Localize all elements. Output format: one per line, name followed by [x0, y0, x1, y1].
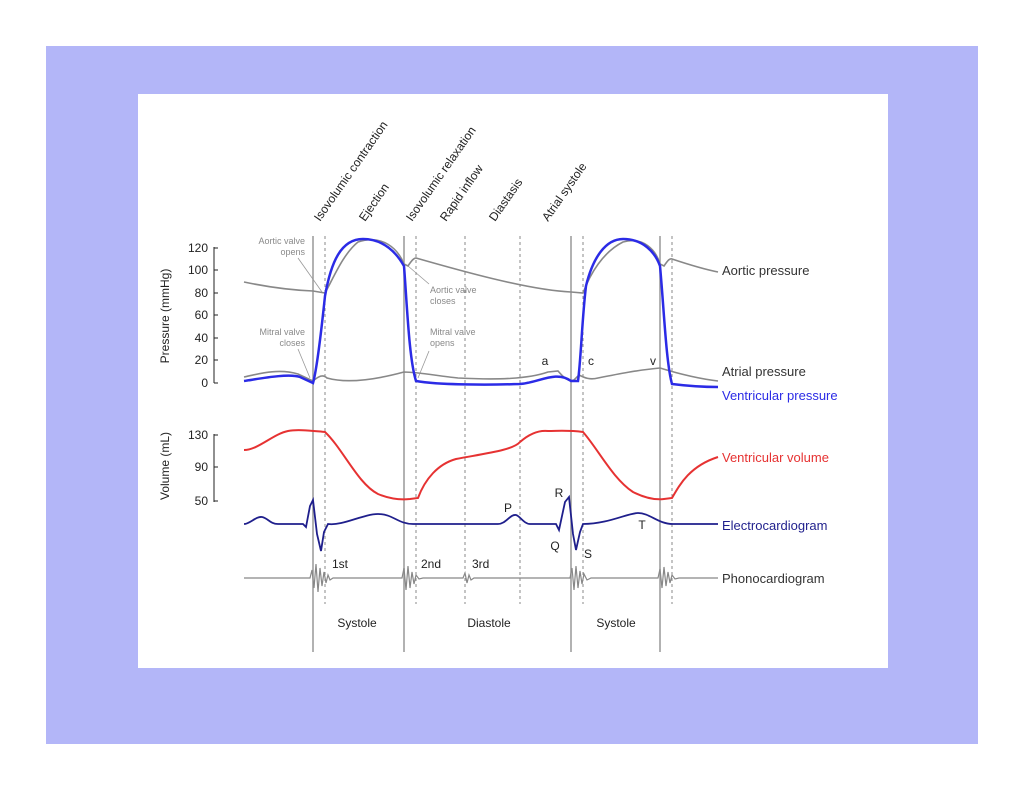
heart-sound-2nd: 2nd — [421, 557, 441, 571]
period-labels: Systole Diastole Systole — [337, 616, 636, 630]
trace-labels: Aortic pressure Atrial pressure Ventricu… — [722, 263, 838, 586]
wiggers-diagram: Isovolumic contraction Ejection Isovolum… — [158, 118, 838, 652]
tick-label: 20 — [195, 353, 209, 367]
volume-axis-title: Volume (mL) — [158, 432, 172, 500]
annotation-aortic-closes-2: closes — [430, 296, 456, 306]
wave-label-c: c — [588, 354, 594, 368]
wave-labels: a c v P R Q S T — [504, 354, 656, 561]
label-electrocardiogram: Electrocardiogram — [722, 518, 828, 533]
annotation-mitral-closes-1: Mitral valve — [259, 327, 305, 337]
heart-sound-3rd: 3rd — [472, 557, 489, 571]
phase-labels: Isovolumic contraction Ejection Isovolum… — [311, 118, 590, 223]
annotation-aortic-closes-1: Aortic valve — [430, 285, 477, 295]
aortic-pressure-trace — [243, 239, 719, 294]
tick-label: 120 — [188, 241, 208, 255]
label-aortic-pressure: Aortic pressure — [722, 263, 809, 278]
wave-label-q: Q — [550, 539, 559, 553]
annotation-leader — [407, 265, 430, 285]
wave-label-a: a — [542, 354, 549, 368]
tick-label: 40 — [195, 331, 209, 345]
phase-label: Isovolumic contraction — [311, 118, 391, 223]
label-ventricular-pressure: Ventricular pressure — [722, 388, 838, 403]
label-atrial-pressure: Atrial pressure — [722, 364, 806, 379]
tick-label: 50 — [195, 494, 209, 508]
wave-label-v: v — [650, 354, 656, 368]
tick-label: 60 — [195, 308, 209, 322]
tick-label: 100 — [188, 263, 208, 277]
phase-label: Atrial systole — [539, 160, 590, 224]
pressure-axis: 120 100 80 60 40 20 0 Pressure (mmHg) — [158, 241, 218, 390]
annotation-mitral-opens-1: Mitral valve — [430, 327, 476, 337]
annotation-aortic-opens-2: opens — [280, 247, 305, 257]
annotation-leader — [297, 348, 311, 379]
pressure-axis-title: Pressure (mmHg) — [158, 269, 172, 364]
period-systole: Systole — [337, 616, 377, 630]
event-lines — [312, 236, 673, 652]
phase-label: Ejection — [356, 181, 392, 224]
tick-label: 80 — [195, 286, 209, 300]
ventricular-volume-trace — [243, 429, 719, 501]
ventricular-pressure-trace — [243, 237, 719, 389]
valve-annotations: Aortic valve opens Mitral valve closes A… — [258, 236, 477, 379]
wave-label-t: T — [638, 518, 646, 532]
annotation-aortic-opens-1: Aortic valve — [258, 236, 305, 246]
wave-label-s: S — [584, 547, 592, 561]
atrial-pressure-trace — [243, 367, 719, 382]
phonocardiogram-trace — [244, 563, 718, 593]
label-ventricular-volume: Ventricular volume — [722, 450, 829, 465]
annotation-mitral-opens-2: opens — [430, 338, 455, 348]
annotation-mitral-closes-2: closes — [279, 338, 305, 348]
annotation-leader — [297, 257, 323, 293]
tick-label: 90 — [195, 460, 209, 474]
wave-label-r: R — [555, 486, 564, 500]
annotation-leader — [417, 350, 430, 379]
ecg-trace — [243, 494, 718, 552]
heart-sound-1st: 1st — [332, 557, 349, 571]
heart-sound-labels: 1st 2nd 3rd — [332, 557, 489, 571]
tick-label: 130 — [188, 428, 208, 442]
period-systole: Systole — [596, 616, 636, 630]
wave-label-p: P — [504, 501, 512, 515]
diagram-panel: Isovolumic contraction Ejection Isovolum… — [138, 94, 888, 668]
volume-axis: 130 90 50 Volume (mL) — [158, 428, 218, 508]
phase-label: Diastasis — [486, 176, 525, 224]
label-phonocardiogram: Phonocardiogram — [722, 571, 825, 586]
period-diastole: Diastole — [467, 616, 511, 630]
tick-label: 0 — [201, 376, 208, 390]
